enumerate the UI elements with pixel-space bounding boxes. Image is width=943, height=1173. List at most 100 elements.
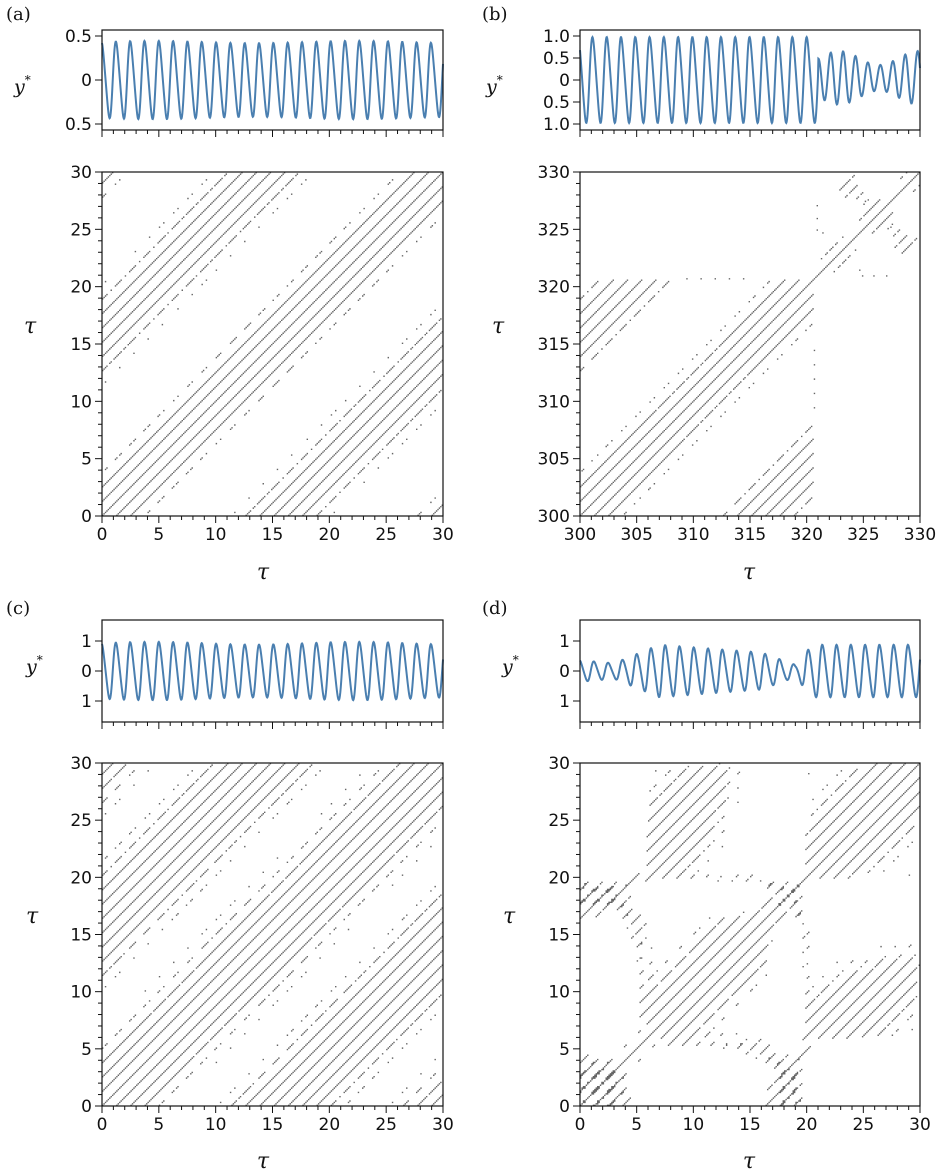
svg-text:y*: y* <box>485 73 503 98</box>
rp-d-ytick-label: 0 <box>559 1097 570 1117</box>
rp-c-ytick-label: 0 <box>81 1097 92 1117</box>
rp-d-xtick-label: 10 <box>683 1115 705 1135</box>
ts-ylabel-a: y* <box>13 73 31 98</box>
rp-c-ytick-label: 20 <box>70 868 92 888</box>
svg-text:y*: y* <box>501 653 519 678</box>
rp-b-xtick-label: 310 <box>677 525 709 545</box>
plot-layer: 0.500.50 5 10 15 20 25 300510152025301.00.500.… <box>65 27 936 1135</box>
timeseries-b: 1.00.500.51.0 <box>543 27 921 137</box>
svg-text:y*: y* <box>13 73 31 98</box>
rp-d-xtick-label: 25 <box>853 1115 875 1135</box>
rp-c-xtick-label: 0 <box>97 1115 108 1135</box>
rp-xlabel-a: τ <box>257 560 270 585</box>
rp-a-xtick-label: 0 <box>97 525 108 545</box>
ts-ylabel-a-sup: * <box>25 73 31 87</box>
recurrence-plot-b: 300 305 310 315 320 325 330 300 305 310 315 320 325 3… <box>538 163 937 545</box>
ts-ylabel-c-sup: * <box>37 653 43 667</box>
rp-a-ytick-label: 20 <box>70 278 92 298</box>
rp-a-xtick-label: 15 <box>262 525 284 545</box>
ts-d-ytick-label: 1 <box>559 692 570 712</box>
panel-label-d: (d) <box>482 598 508 619</box>
rp-d-ytick-label: 25 <box>548 811 570 831</box>
recurrence-points-b <box>580 172 920 516</box>
rp-d-ytick-label: 5 <box>559 1040 570 1060</box>
rp-d-ytick-label: 20 <box>548 868 570 888</box>
rp-a-xtick-label: 20 <box>319 525 341 545</box>
rp-d-xtick-label: 0 <box>575 1115 586 1135</box>
ts-ylabel-a-main: y <box>13 76 25 98</box>
ts-a-ytick-label: 0 <box>81 71 92 91</box>
rp-c-ytick-label: 5 <box>81 1040 92 1060</box>
rp-d-ytick-label: 30 <box>548 754 570 774</box>
rp-c-ytick-label: 25 <box>70 811 92 831</box>
ts-a-ytick-label: 0.5 <box>65 27 92 47</box>
timeseries-a: 0.5 0 0.5 <box>65 27 444 137</box>
ts-ylabel-b-sup: * <box>497 73 503 87</box>
rp-c-xtick-label: 10 <box>205 1115 227 1135</box>
rp-b-xtick-label: 300 <box>564 525 596 545</box>
rp-b-xtick-label: 330 <box>904 525 936 545</box>
rp-a-ytick-label: 0 <box>81 507 92 527</box>
ts-ylabel-d-sup: * <box>513 653 519 667</box>
rp-a-ytick-label: 30 <box>70 163 92 183</box>
rp-b-ytick-label: 300 <box>538 507 570 527</box>
rp-b-xtick-label: 320 <box>790 525 822 545</box>
recurrence-points-a <box>102 172 443 516</box>
rp-d-ytick-label: 10 <box>548 983 570 1003</box>
svg-text:y*: y* <box>25 653 43 678</box>
rp-d-xtick-label: 20 <box>796 1115 818 1135</box>
ts-c-ytick-label: 0 <box>81 662 92 682</box>
rp-b-ytick-label: 330 <box>538 163 570 183</box>
rp-a-ytick-label: 15 <box>70 335 92 355</box>
rp-xlabel-c: τ <box>257 1149 270 1173</box>
ts-b-ytick-label: 0 <box>559 71 570 91</box>
panel-label-b: (b) <box>482 4 508 25</box>
rp-ylabel-a: τ <box>24 314 37 339</box>
rp-a-xtick-label: 25 <box>375 525 397 545</box>
series-line-c <box>101 640 444 702</box>
recurrence-points-c <box>102 763 443 1106</box>
rp-c-xtick-label: 20 <box>319 1115 341 1135</box>
ts-c-ytick-label: 1 <box>81 692 92 712</box>
recurrence-plot-a: 0 5 10 15 20 25 30 0 5 10 15 20 25 30 <box>70 163 453 545</box>
rp-ylabel-b: τ <box>492 314 505 339</box>
rp-b-xtick-label: 305 <box>620 525 652 545</box>
rp-a-xtick-label: 10 <box>205 525 227 545</box>
rp-a-ytick-label: 25 <box>70 220 92 240</box>
ts-ylabel-c: y* <box>25 653 43 678</box>
ts-b-ytick-label: 1.0 <box>543 115 570 135</box>
timeseries-d: 1 0 1 <box>559 619 921 729</box>
ts-b-ytick-label: 0.5 <box>543 49 570 69</box>
ts-a-ytick-label: 0.5 <box>65 115 92 135</box>
ts-ylabel-d: y* <box>501 653 519 678</box>
rp-a-ytick-label: 10 <box>70 392 92 412</box>
rp-d-xtick-label: 30 <box>909 1115 931 1135</box>
rp-a-xtick-label: 30 <box>432 525 454 545</box>
panel-label-a: (a) <box>6 4 31 25</box>
series-line-a <box>101 39 444 121</box>
rp-d-xtick-label: 5 <box>631 1115 642 1135</box>
rp-b-ytick-label: 310 <box>538 392 570 412</box>
rp-b-ytick-label: 315 <box>538 335 570 355</box>
rp-b-ytick-label: 325 <box>538 220 570 240</box>
rp-b-xtick-label: 315 <box>734 525 766 545</box>
rp-a-ytick-label: 5 <box>81 450 92 470</box>
series-line-d <box>579 643 921 699</box>
recurrence-points-d <box>580 763 920 1106</box>
ts-ylabel-b-main: y <box>485 76 497 98</box>
rp-ylabel-d: τ <box>503 904 516 929</box>
ts-d-ytick-label: 1 <box>559 632 570 652</box>
rp-c-ytick-label: 10 <box>70 983 92 1003</box>
ts-ylabel-d-main: y <box>501 656 513 678</box>
recurrence-plot-c: 0 5 10 15 20 25 30 0 5 10 15 20 25 30 <box>70 754 453 1135</box>
rp-c-xtick-label: 15 <box>262 1115 284 1135</box>
rp-c-xtick-label: 30 <box>432 1115 454 1135</box>
rp-c-xtick-label: 5 <box>153 1115 164 1135</box>
ts-ylabel-c-main: y <box>25 656 37 678</box>
rp-c-xtick-label: 25 <box>375 1115 397 1135</box>
rp-c-ytick-label: 15 <box>70 926 92 946</box>
ts-ylabel-b: y* <box>485 73 503 98</box>
rp-a-xtick-label: 5 <box>153 525 164 545</box>
series-line-b <box>579 35 921 125</box>
